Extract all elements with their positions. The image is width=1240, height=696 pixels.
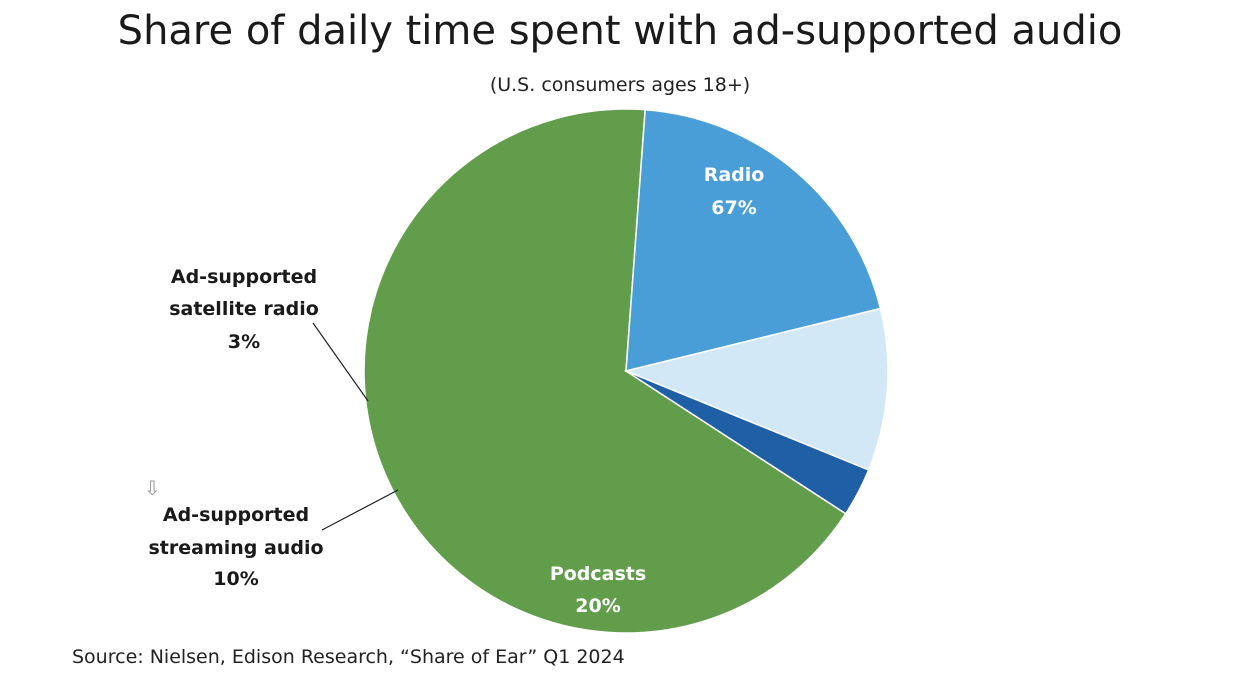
source-note: Source: Nielsen, Edison Research, “Share… <box>72 646 625 668</box>
down-arrow-icon[interactable]: ⇩ <box>144 476 161 500</box>
label-streaming-line2: streaming audio <box>148 537 323 559</box>
label-radio-name: Radio <box>704 164 765 186</box>
label-satellite-value: 3% <box>228 331 260 353</box>
label-podcasts-value: 20% <box>575 595 620 617</box>
label-podcasts-name: Podcasts <box>550 563 646 585</box>
chart-subtitle: (U.S. consumers ages 18+) <box>489 74 751 96</box>
label-streaming-line1: Ad-supported <box>163 504 309 526</box>
pie-slice-podcasts <box>625 108 882 372</box>
label-streaming-value: 10% <box>213 568 258 590</box>
pie-slice-ad-supported-streaming-audio <box>623 307 889 471</box>
label-satellite-line1: Ad-supported <box>171 266 317 288</box>
leader-line-streaming <box>321 489 399 531</box>
label-radio-value: 67% <box>711 197 756 219</box>
pie-slice-radio <box>363 108 847 634</box>
chart-title: Share of daily time spent with ad-suppor… <box>117 8 1123 54</box>
leader-line-satellite <box>312 322 369 402</box>
pie-slice-ad-supported-satellite-radio <box>625 370 870 515</box>
label-satellite-line2: satellite radio <box>169 298 319 320</box>
